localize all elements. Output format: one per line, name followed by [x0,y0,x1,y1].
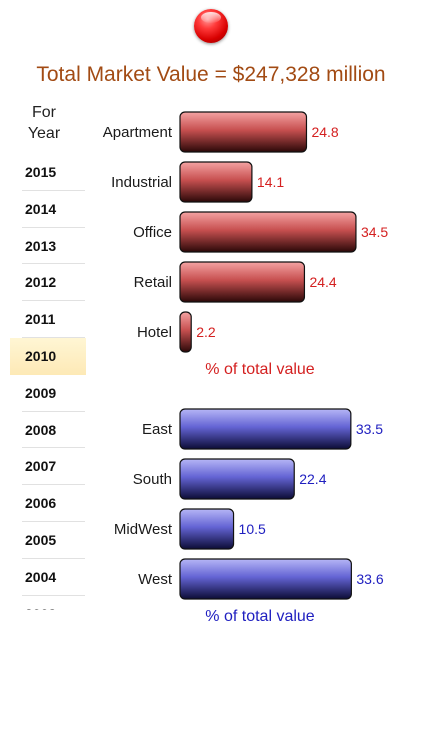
year-item-2005[interactable]: 2005 [10,522,86,559]
year-item-2012[interactable]: 2012 [10,264,86,301]
bar-value-midwest: 10.5 [239,521,266,537]
year-item-2008[interactable]: 2008 [10,412,86,449]
property-type-chart: Apartment 24.8 Industrial 14.1 Office 34.5 Ret… [103,111,388,378]
year-picker-header: For Year [10,102,78,144]
bar-apartment [179,111,308,153]
bar-west [179,558,352,600]
region-axis-label: % of total value [205,608,315,625]
bar-label-apartment: Apartment [103,124,173,141]
chart-layer: Apartment 24.8 Industrial 14.1 Office 34.5 Ret… [103,111,388,625]
bar-value-retail: 24.4 [309,274,336,290]
year-header-line2: Year [27,125,61,142]
year-item-2009[interactable]: 2009 [10,375,86,412]
bar-label-south: South [133,471,172,488]
year-item-2007[interactable]: 2007 [10,448,86,485]
year-list[interactable]: 2015 2014 2013 2012 2011 2010 2009 2008 … [10,154,86,610]
bar-label-midwest: MidWest [114,521,173,538]
year-header-line1: For [32,104,56,121]
year-item-2010[interactable]: 2010 [10,337,86,375]
year-item-2014[interactable]: 2014 [10,191,86,228]
year-item-2006[interactable]: 2006 [10,485,86,522]
year-item-2011[interactable]: 2011 [10,301,86,338]
bar-label-office: Office [133,224,172,241]
bar-label-west: West [138,571,173,588]
bar-label-east: East [142,421,173,438]
bar-value-hotel: 2.2 [196,324,216,340]
year-item-2015[interactable]: 2015 [10,154,86,191]
year-item-2004[interactable]: 2004 [10,559,86,596]
year-item-2013[interactable]: 2013 [10,228,86,265]
bar-east [179,408,352,450]
bar-value-south: 22.4 [299,471,326,487]
page-title: Total Market Value = $247,328 million [36,63,386,86]
bar-value-east: 33.5 [356,421,383,437]
bar-south [179,458,295,500]
bar-retail [179,261,306,303]
bar-value-industrial: 14.1 [257,174,284,190]
property-type-axis-label: % of total value [205,361,315,378]
bar-label-industrial: Industrial [111,174,172,191]
status-indicator-button[interactable] [194,9,228,43]
bar-midwest [179,508,235,550]
button-highlight [201,12,221,23]
bar-label-hotel: Hotel [137,324,172,341]
bar-value-office: 34.5 [361,224,388,240]
bar-industrial [179,161,253,203]
bar-value-west: 33.6 [356,571,383,587]
bar-hotel [179,311,192,353]
year-picker[interactable]: For Year 2015 2014 2013 2012 2011 2010 2… [10,102,86,610]
region-chart: East 33.5 South 22.4 MidWest 10.5 West 33.6 % of… [114,408,384,625]
bar-office [179,211,357,253]
year-item-2003[interactable]: 2003 [10,596,86,610]
bar-value-apartment: 24.8 [311,124,338,140]
bar-label-retail: Retail [134,274,172,291]
